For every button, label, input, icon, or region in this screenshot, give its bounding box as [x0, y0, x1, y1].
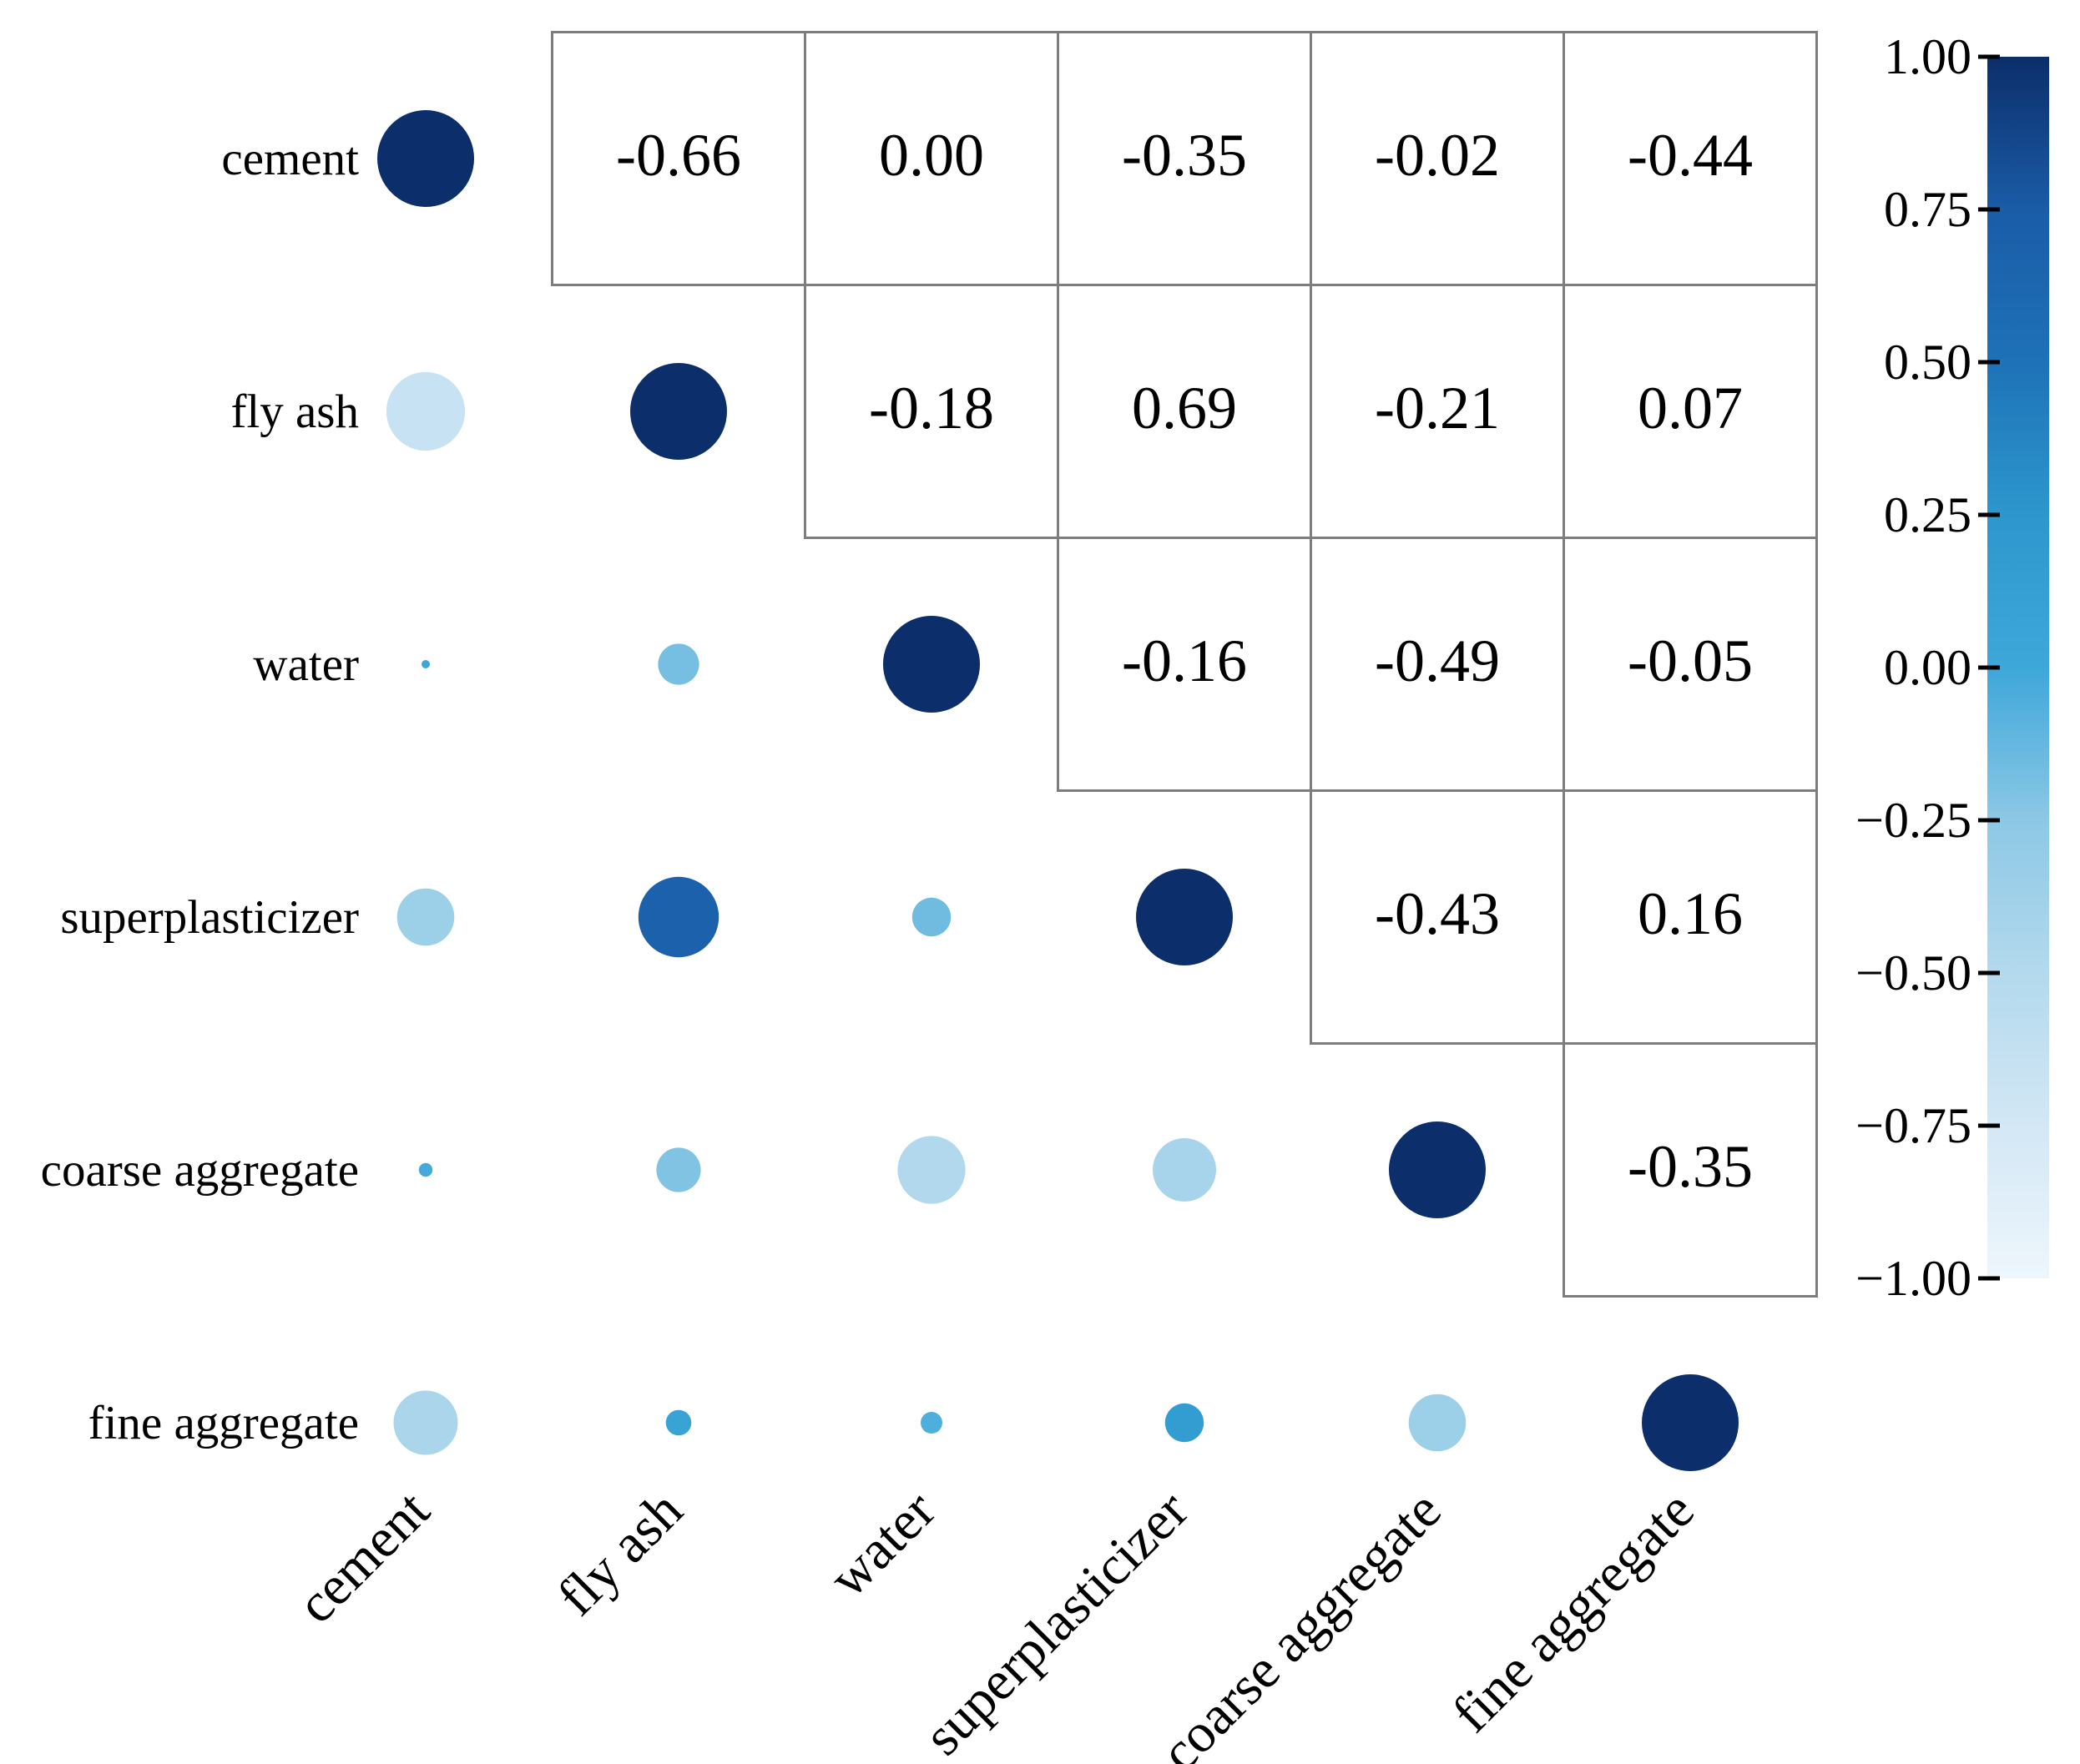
- colorbar-tick-label: 0.75: [1884, 182, 1971, 237]
- correlation-value: -0.44: [1628, 122, 1753, 189]
- row-label: fly ash: [230, 386, 359, 438]
- correlation-circle: [418, 1162, 433, 1177]
- colorbar-tick-label: 0.00: [1884, 640, 1971, 695]
- correlation-value: -0.05: [1628, 627, 1753, 694]
- row-label: water: [253, 638, 359, 691]
- correlation-value: 0.69: [1132, 375, 1237, 441]
- correlation-circle: [393, 1390, 458, 1455]
- correlation-circle: [921, 1412, 942, 1434]
- upper-triangle-cells: -0.66 0.00 -0.35 -0.02 -0.44 -0.18 0.69 -0.21 0.…: [551, 31, 1818, 1298]
- correlation-circle: [911, 897, 952, 937]
- correlation-circle: [897, 1136, 966, 1204]
- correlation-value: -0.21: [1375, 375, 1500, 441]
- row-labels: cement fly ash water superplasticizer coarse…: [41, 133, 359, 1449]
- correlation-value: 0.00: [879, 122, 984, 189]
- correlation-circle: [638, 876, 719, 958]
- colorbar-tick-label: −0.75: [1855, 1098, 1971, 1153]
- colorbar-tick-label: 1.00: [1884, 29, 1971, 84]
- diagonal-circle: [630, 363, 727, 460]
- correlation-value: 0.07: [1638, 375, 1743, 441]
- correlation-value: -0.02: [1375, 122, 1500, 189]
- correlation-value: 0.16: [1638, 880, 1743, 947]
- colorbar-tick-label: −1.00: [1855, 1251, 1971, 1306]
- colorbar-tick-label: 0.25: [1884, 487, 1971, 542]
- correlation-circle: [1408, 1394, 1467, 1452]
- diagonal-circle: [1136, 869, 1233, 965]
- colorbar-tick-label: −0.50: [1855, 945, 1971, 1000]
- correlation-circle: [396, 888, 455, 946]
- correlation-circle: [665, 1409, 692, 1436]
- row-label: superplasticizer: [60, 891, 359, 944]
- matrix-cell-box: [1563, 1042, 1818, 1298]
- correlation-value: -0.49: [1375, 627, 1500, 694]
- correlation-circle: [658, 643, 699, 685]
- correlation-circle: [1153, 1138, 1216, 1202]
- row-label: cement: [221, 133, 359, 185]
- correlation-circle: [386, 371, 466, 451]
- correlation-circle: [1164, 1403, 1204, 1443]
- correlation-value: -0.35: [1122, 122, 1247, 189]
- correlation-value: -0.35: [1628, 1133, 1753, 1200]
- correlation-value: -0.18: [869, 375, 994, 441]
- lower-triangle-circles: [377, 110, 1739, 1471]
- colorbar-tick-label: −0.25: [1855, 793, 1971, 848]
- diagonal-circle: [377, 110, 474, 207]
- row-label: coarse aggregate: [41, 1144, 359, 1197]
- correlation-value: -0.43: [1375, 880, 1500, 947]
- correlation-circle: [422, 660, 430, 668]
- colorbar-tick-label: 0.50: [1884, 335, 1971, 390]
- diagonal-circle: [1642, 1374, 1739, 1471]
- correlation-circle: [656, 1147, 701, 1192]
- diagonal-circle: [883, 616, 980, 713]
- diagonal-circle: [1389, 1121, 1486, 1218]
- correlation-value: -0.16: [1122, 627, 1247, 694]
- row-label: fine aggregate: [88, 1397, 359, 1449]
- colorbar: 1.00 0.75 0.50 0.25 0.00 −0.25 −0.50 −0.75 −1.00: [1855, 29, 2049, 1306]
- correlation-value: -0.66: [616, 122, 741, 189]
